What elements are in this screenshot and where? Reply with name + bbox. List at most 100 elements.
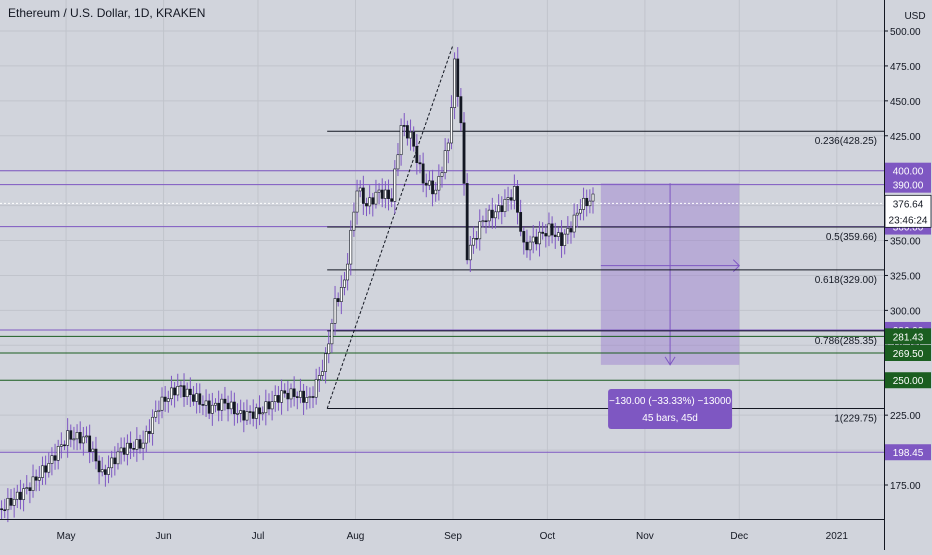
candle (148, 419, 151, 443)
candle (361, 175, 365, 215)
candle (305, 385, 309, 410)
candle-body (585, 197, 589, 207)
candle (119, 437, 123, 465)
price-badge-label: 390.00 (893, 181, 924, 192)
candle (393, 160, 397, 214)
candle (261, 406, 265, 421)
candle-body (41, 465, 44, 478)
candle-body (182, 385, 186, 398)
candle (412, 126, 416, 152)
candle (251, 399, 255, 427)
candle (280, 379, 283, 415)
candle-body (9, 497, 13, 506)
price-badge-label: 269.50 (893, 349, 924, 360)
candle-body (69, 430, 73, 440)
candle-body (437, 176, 441, 191)
candle (405, 120, 409, 146)
candle-body (440, 172, 444, 177)
candle-body (579, 209, 582, 214)
candle-body (97, 460, 101, 473)
candle (78, 421, 82, 450)
price-badge-label: 281.43 (893, 332, 924, 343)
candle (459, 88, 463, 132)
price-badge (885, 444, 931, 461)
candle-body (239, 410, 243, 414)
x-tick-label: Jun (156, 531, 172, 542)
candle (380, 178, 384, 208)
candle-body (22, 488, 25, 500)
candle (44, 455, 48, 485)
candle (308, 387, 312, 409)
candle-body (47, 463, 51, 473)
candle (465, 173, 469, 265)
candle-body (242, 410, 246, 421)
candle-body (333, 298, 337, 324)
candle-body (462, 122, 466, 184)
candle-body (324, 353, 328, 372)
candle (220, 393, 224, 422)
candle-body (327, 343, 331, 355)
candle-body (305, 397, 309, 403)
candle (229, 390, 233, 415)
candle (160, 387, 164, 419)
candle (396, 143, 400, 177)
candle-body (144, 431, 148, 444)
candle-body (0, 508, 3, 511)
candle (267, 393, 271, 416)
candle-body (506, 197, 510, 200)
candle (50, 447, 54, 476)
candle-body (258, 407, 261, 415)
candle-body (110, 457, 114, 469)
candle (560, 220, 563, 258)
y-tick-label: 325.00 (890, 271, 921, 282)
candle-body (475, 238, 479, 240)
candle-body (53, 455, 57, 461)
candle-body (103, 469, 107, 475)
candle-body (232, 401, 236, 415)
candle-body (459, 96, 463, 124)
candle-body (336, 298, 340, 302)
candle-body (541, 231, 545, 234)
candle (179, 381, 183, 398)
candle (144, 425, 148, 453)
candle (519, 199, 523, 237)
candle (12, 487, 16, 518)
candle (528, 235, 532, 261)
candle-body (349, 229, 353, 265)
candle (47, 452, 51, 478)
candle (270, 390, 274, 421)
candle (475, 231, 479, 249)
candle (569, 221, 573, 244)
candle-body (528, 241, 532, 251)
candle-body (346, 263, 350, 281)
candle (415, 134, 419, 175)
price-badge (885, 344, 931, 361)
candle (236, 403, 239, 424)
candle (173, 381, 176, 408)
candle (107, 455, 110, 484)
candle (490, 197, 494, 229)
candle-body (94, 448, 98, 462)
candle (232, 392, 236, 426)
candle (3, 498, 7, 519)
candle-body (56, 446, 60, 461)
candle-body (283, 390, 287, 394)
candle (94, 436, 98, 470)
candle-body (157, 409, 161, 412)
candle (497, 194, 501, 220)
candle-body (575, 212, 579, 216)
last-price-badge (884, 194, 932, 228)
candle (207, 393, 211, 420)
candle (478, 209, 482, 251)
candle-body (368, 197, 372, 207)
candle-body (387, 189, 390, 199)
candle-body (6, 497, 10, 511)
candle-body (314, 379, 318, 398)
candle (484, 208, 488, 234)
candle (6, 488, 10, 523)
candle-body (556, 232, 560, 237)
countdown-label: 23:46:24 (889, 215, 928, 226)
candle (188, 377, 192, 408)
